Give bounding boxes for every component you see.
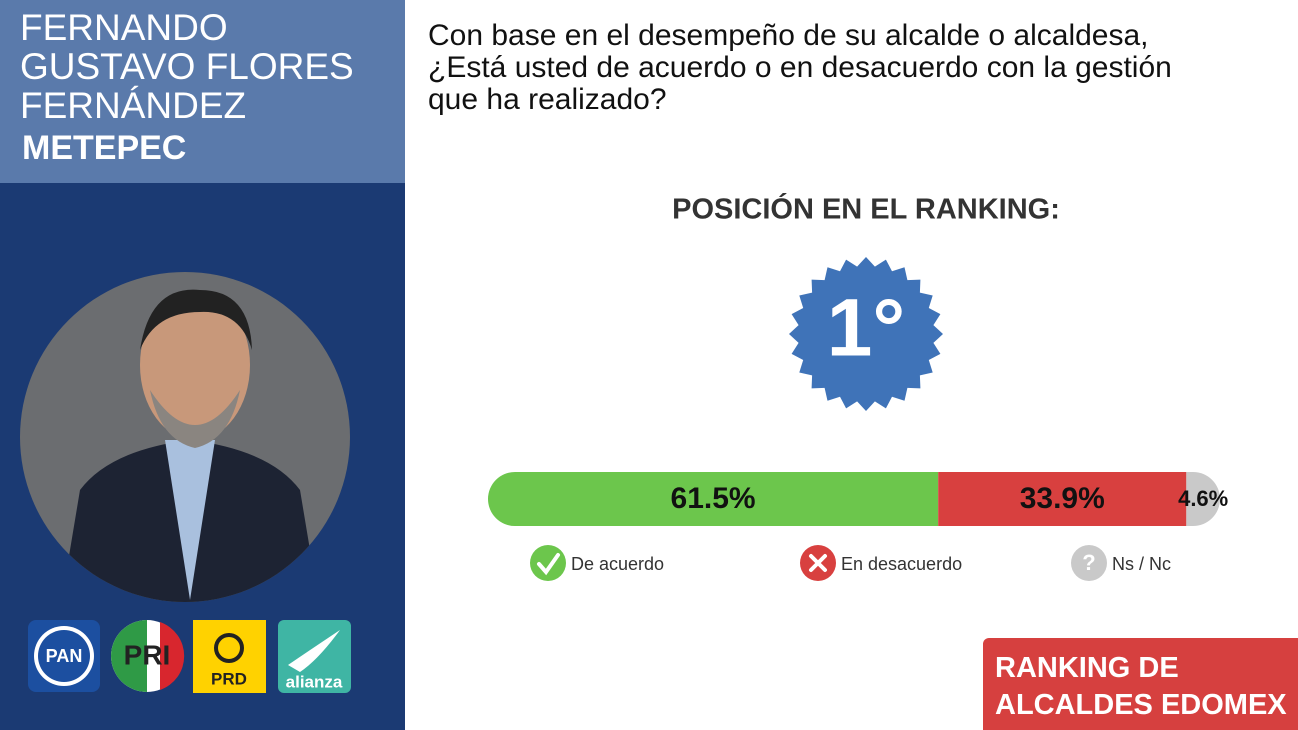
footer-line: ALCALDES EDOMEX xyxy=(995,689,1287,721)
portrait xyxy=(60,289,320,602)
legend-label: En desacuerdo xyxy=(841,554,962,574)
legend-symbol xyxy=(537,553,560,576)
header: FERNANDO GUSTAVO FLORES FERNÁNDEZ METEPE… xyxy=(0,0,405,183)
stacked-bar: 61.5% De acuerdo 33.9% En desacuerdo 4.6%? Ns… xyxy=(488,472,1228,581)
question-line: que ha realizado? xyxy=(428,83,667,116)
name-line: FERNÁNDEZ xyxy=(20,85,247,126)
legend-label: Ns / Nc xyxy=(1112,554,1171,574)
ranking-badge xyxy=(789,257,943,411)
logo-prd xyxy=(193,620,266,693)
ranking-position: 1° xyxy=(827,283,905,374)
name-line: GUSTAVO FLORES xyxy=(20,46,354,87)
footer: RANKING DE ALCALDES EDOMEX xyxy=(983,638,1298,730)
legend-symbol: ? xyxy=(1082,550,1095,575)
logo-pri-green xyxy=(111,620,147,692)
party-logos: PAN PRI PRD alianza xyxy=(28,620,351,693)
logo-pan-inner xyxy=(38,630,90,682)
logo-pri-red xyxy=(160,622,185,690)
logo-prd-sun xyxy=(214,633,244,663)
value-label: 4.6% xyxy=(1178,486,1228,511)
legend-symbol xyxy=(809,554,827,572)
logo-text: PRD xyxy=(211,669,247,688)
logo-text: alianza xyxy=(286,672,343,691)
question-line: ¿Está usted de acuerdo o en desacuerdo c… xyxy=(428,51,1172,84)
legend-icon xyxy=(530,545,566,581)
question: Con base en el desempeño de su alcalde o… xyxy=(428,20,1172,116)
bar-segment xyxy=(488,472,939,526)
bar-segment xyxy=(938,472,1187,526)
footer-line: RANKING DE xyxy=(995,652,1179,684)
ranking-title: POSICIÓN EN EL RANKING: xyxy=(672,192,1060,226)
legend-label: De acuerdo xyxy=(571,554,664,574)
value-label: 33.9% xyxy=(1020,482,1105,515)
value-label: 61.5% xyxy=(671,482,756,515)
name-line: FERNANDO xyxy=(20,7,228,48)
legend-icon xyxy=(1071,545,1107,581)
municipality: METEPEC xyxy=(22,129,187,167)
question-line: Con base en el desempeño de su alcalde o… xyxy=(428,19,1149,52)
logo-text: PAN xyxy=(46,646,83,666)
logo-text: PRI xyxy=(124,639,171,670)
logo-alianza-mark xyxy=(288,630,340,672)
